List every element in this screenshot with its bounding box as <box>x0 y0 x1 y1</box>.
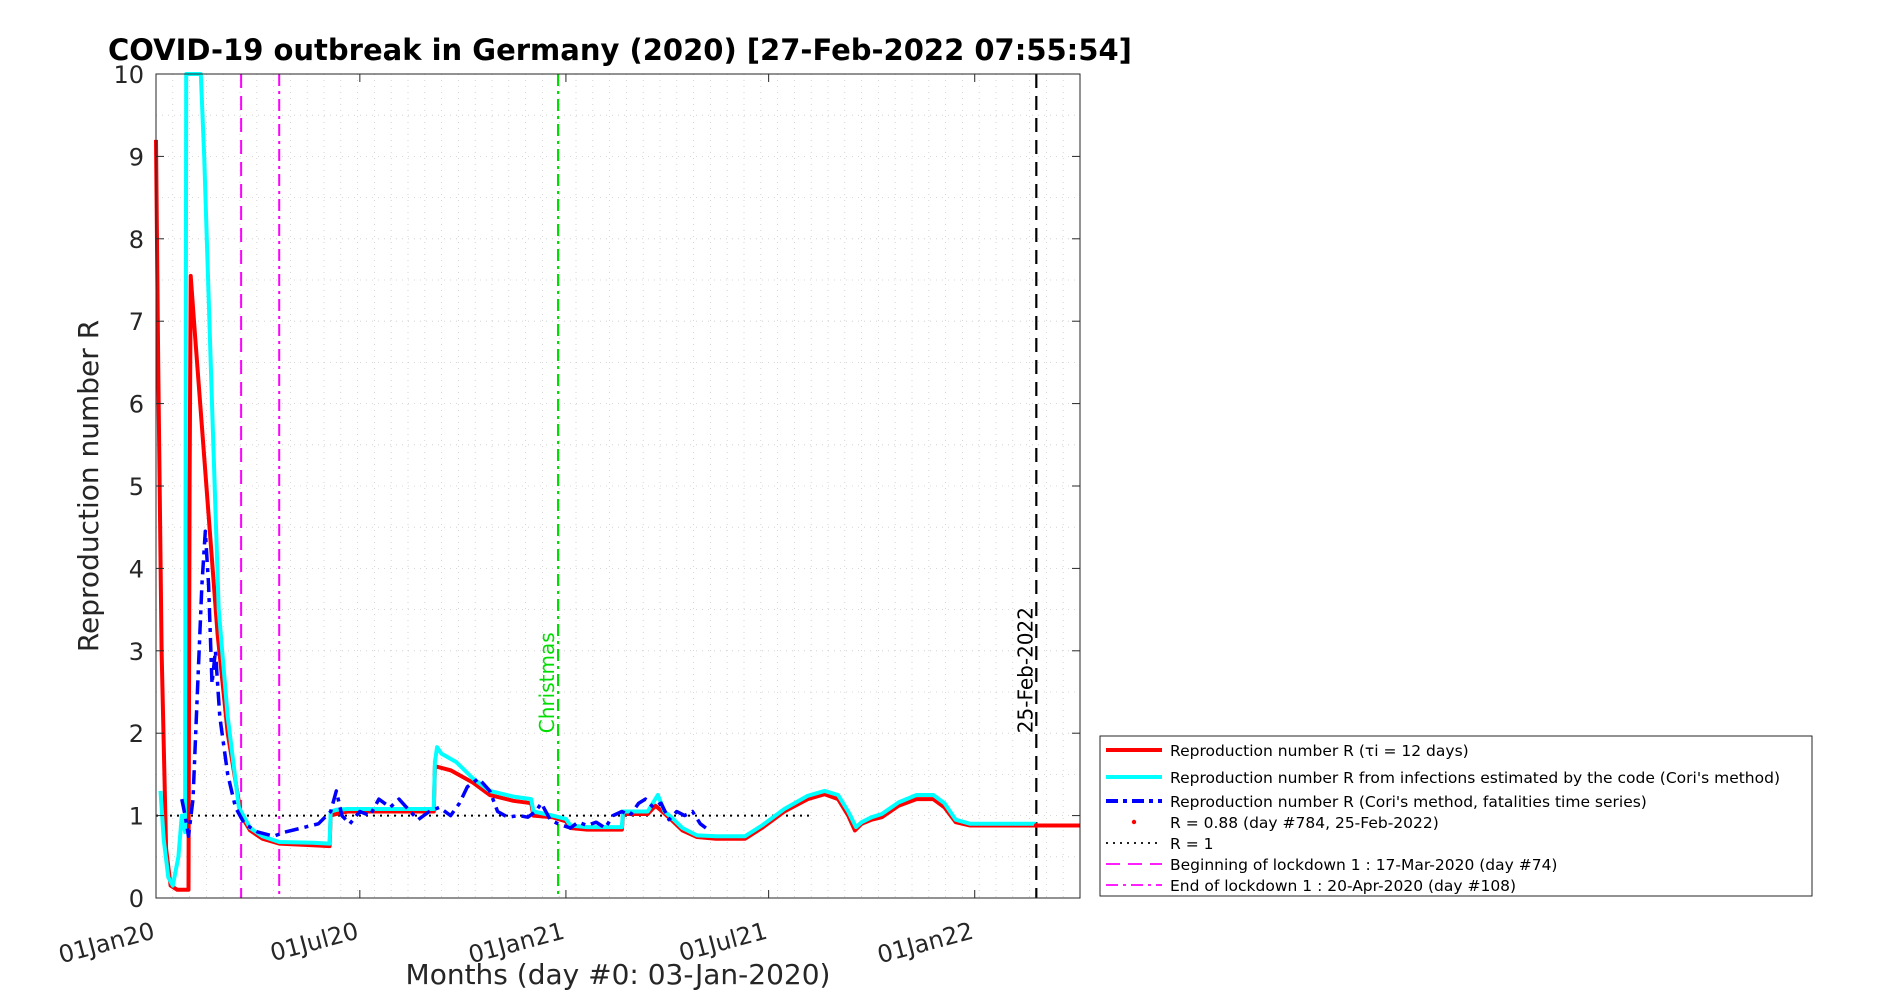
annotations: Christmas 25-Feb-2022 <box>535 74 1038 898</box>
y-tick-label: 7 <box>129 308 144 336</box>
y-tick-label: 9 <box>129 143 144 171</box>
data-series <box>154 72 1080 892</box>
y-tick-label: 2 <box>129 720 144 748</box>
reference-lines <box>156 74 814 898</box>
x-tick-label: 01Jan20 <box>56 917 158 969</box>
legend-box <box>1099 735 1813 897</box>
x-axis-label: Months (day #0: 03-Jan-2020) <box>406 958 831 991</box>
legend-entry-label: Reproduction number R (τi = 12 days) <box>1170 742 1469 760</box>
y-tick-label: 8 <box>129 226 144 254</box>
y-tick-label: 1 <box>129 803 144 831</box>
legend-entry-label: R = 0.88 (day #784, 25-Feb-2022) <box>1170 814 1439 832</box>
annotation-label: 25-Feb-2022 <box>1013 607 1037 733</box>
legend-swatch <box>1131 819 1137 825</box>
legend-entry-label: Beginning of lockdown 1 : 17-Mar-2020 (d… <box>1170 856 1557 874</box>
chart-title: COVID-19 outbreak in Germany (2020) [27-… <box>108 33 1132 67</box>
series-line-2 <box>158 72 1037 888</box>
legend-entry-label: Reproduction number R (Cori's method, fa… <box>1170 793 1647 811</box>
y-tick-label: 5 <box>129 473 144 501</box>
legend: Reproduction number R (τi = 12 days) Repr… <box>1099 735 1813 897</box>
legend-entry-label: End of lockdown 1 : 20-Apr-2020 (day #10… <box>1170 877 1516 895</box>
y-tick-label: 4 <box>129 555 144 583</box>
annotation-label: Christmas <box>535 632 559 733</box>
legend-entry-label: Reproduction number R from infections es… <box>1170 769 1780 787</box>
x-tick-label: 01Jan22 <box>874 917 976 969</box>
data-marker <box>1033 822 1039 828</box>
x-tick-label: 01Jul20 <box>267 917 361 967</box>
y-tick-label: 3 <box>129 638 144 666</box>
grid-lines <box>155 74 1080 898</box>
y-axis-ticks: 0 1 2 3 4 5 6 7 8 9 10 <box>113 61 1080 913</box>
y-tick-label: 10 <box>113 61 144 89</box>
legend-entry-label: R = 1 <box>1170 835 1213 853</box>
data-markers <box>1033 822 1080 828</box>
y-axis-label: Reproduction number R <box>72 320 105 652</box>
y-tick-label: 0 <box>129 885 144 913</box>
y-tick-label: 6 <box>129 391 144 419</box>
